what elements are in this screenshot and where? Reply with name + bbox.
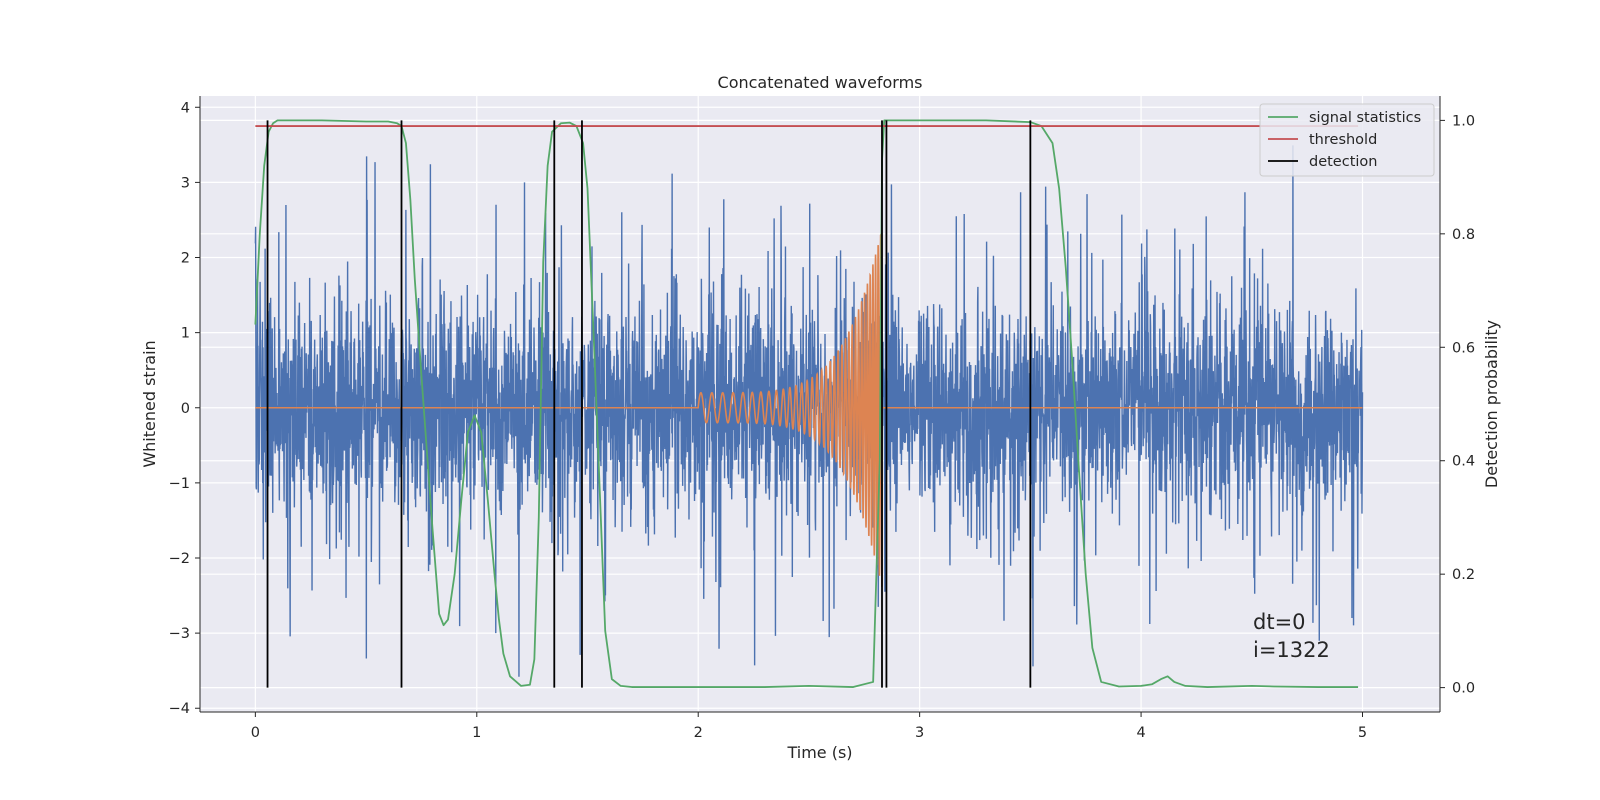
- legend: signal statistics threshold detection: [1259, 103, 1435, 177]
- y-tick-label-right: 0.2: [1452, 567, 1475, 583]
- y-tick-label-right: 0.8: [1452, 227, 1475, 243]
- y-axis-label-right: Detection probability: [1482, 320, 1501, 488]
- y-tick-label-left: 1: [181, 326, 190, 342]
- y-tick-label-left: 0: [181, 401, 190, 417]
- x-tick-label: 4: [1136, 725, 1145, 741]
- axes: 0 1 2 3 4 5 −4 −3 −2 −1 0 1 2 3 4 0.0 0.2 0.4 0.6 0.8 1.0: [169, 96, 1475, 741]
- template-waveform: [255, 231, 1363, 588]
- annotation-dt: dt=0: [1253, 610, 1306, 634]
- legend-label-signal-statistics: signal statistics: [1309, 110, 1421, 126]
- chart-title: Concatenated waveforms: [718, 73, 923, 92]
- y-tick-label-left: 4: [181, 100, 190, 116]
- y-axis-label-left: Whitened strain: [140, 340, 159, 467]
- plot-content: [254, 119, 1364, 688]
- x-tick-label: 2: [694, 725, 703, 741]
- x-axis-label: Time (s): [786, 743, 852, 762]
- y-tick-label-left: −3: [169, 626, 190, 642]
- annotations: dt=0 i=1322: [1253, 610, 1330, 662]
- x-tick-label: 5: [1358, 725, 1367, 741]
- y-tick-label-left: −1: [169, 476, 190, 492]
- legend-frame: [1259, 103, 1435, 177]
- y-tick-label-left: −4: [169, 701, 190, 717]
- y-tick-label-right: 1.0: [1452, 113, 1475, 129]
- y-tick-label-right: 0.6: [1452, 340, 1475, 356]
- x-tick-label: 0: [251, 725, 260, 741]
- x-tick-label: 1: [472, 725, 481, 741]
- annotation-index: i=1322: [1253, 638, 1330, 662]
- signal-statistics-line: [254, 119, 1359, 688]
- y-tick-label-right: 0.0: [1452, 681, 1475, 697]
- legend-label-threshold: threshold: [1309, 132, 1377, 148]
- grid: [200, 96, 1440, 712]
- y-tick-label-left: 2: [181, 251, 190, 267]
- y-tick-label-right: 0.4: [1452, 454, 1475, 470]
- y-tick-label-left: 3: [181, 175, 190, 191]
- legend-label-detection: detection: [1309, 154, 1377, 170]
- x-tick-label: 3: [915, 725, 924, 741]
- y-tick-label-left: −2: [169, 551, 190, 567]
- strain-trace: [254, 145, 1364, 677]
